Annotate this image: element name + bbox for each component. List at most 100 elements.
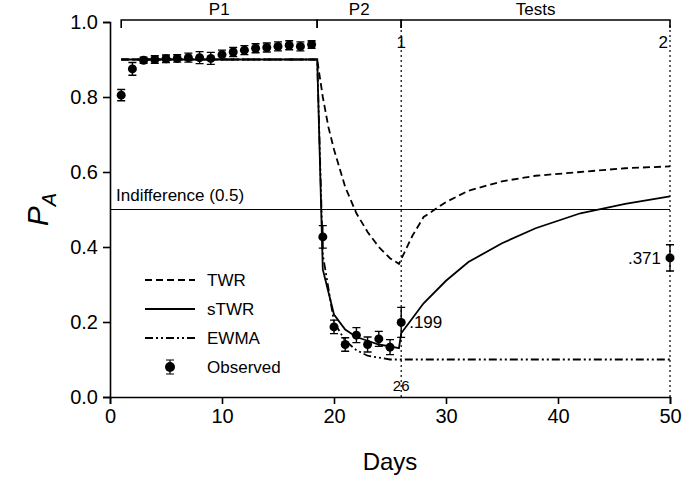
reference-label: Indifference (0.5) bbox=[116, 186, 244, 205]
phase-line bbox=[401, 20, 670, 28]
x-tick-label: 20 bbox=[323, 405, 345, 427]
data-point bbox=[206, 54, 215, 63]
y-tick-mark bbox=[103, 22, 110, 24]
error-bar bbox=[319, 226, 327, 249]
legend-item: sTWR bbox=[145, 300, 254, 319]
error-bar bbox=[263, 43, 271, 52]
data-labels: .199 .371 bbox=[409, 249, 661, 333]
data-point bbox=[307, 40, 316, 49]
data-point bbox=[162, 54, 171, 63]
y-tick: 0.0 bbox=[70, 386, 110, 408]
y-tick-mark bbox=[103, 247, 110, 249]
error-bar bbox=[117, 90, 125, 101]
data-point bbox=[363, 340, 372, 349]
legend: TWR sTWR EWMA Observed bbox=[145, 271, 281, 377]
phase-line bbox=[317, 20, 401, 28]
chart: 010203040500.00.20.40.60.81.0DaysPAIndif… bbox=[0, 0, 685, 492]
x-axis-line bbox=[111, 398, 671, 405]
reference-line bbox=[110, 209, 670, 210]
data-point bbox=[296, 42, 305, 51]
plot-area bbox=[117, 40, 675, 360]
error-bar bbox=[274, 42, 282, 51]
x-tick-label: 50 bbox=[659, 405, 681, 427]
data-label: .199 bbox=[409, 313, 442, 332]
error-bar bbox=[352, 328, 360, 343]
x-tick: 20 bbox=[323, 397, 345, 427]
phase-label: Tests bbox=[516, 0, 556, 19]
data-point bbox=[352, 331, 361, 340]
data-point bbox=[173, 54, 182, 63]
error-bar bbox=[240, 46, 248, 55]
y-axis-line bbox=[103, 23, 111, 398]
error-bar bbox=[308, 41, 316, 49]
error-bar bbox=[330, 320, 338, 334]
error-bar bbox=[397, 307, 405, 337]
error-bar bbox=[285, 41, 293, 50]
phase-label: P1 bbox=[209, 0, 230, 19]
legend-label: TWR bbox=[207, 271, 246, 290]
data-point bbox=[218, 50, 227, 59]
test-label: 1 bbox=[396, 33, 405, 52]
legend-label: sTWR bbox=[207, 300, 254, 319]
phase-line bbox=[121, 20, 317, 28]
phase-label: P2 bbox=[349, 0, 370, 19]
y-axis-title: PA bbox=[21, 193, 60, 226]
error-bar bbox=[229, 48, 237, 57]
x-tick-label: 10 bbox=[211, 405, 233, 427]
x-tick-mark bbox=[670, 397, 672, 404]
data-point bbox=[285, 41, 294, 50]
data-point bbox=[117, 91, 126, 100]
error-bar bbox=[207, 52, 215, 64]
error-bar bbox=[375, 331, 383, 346]
y-tick-label: 1.0 bbox=[70, 11, 98, 33]
phase-bracket: P1 bbox=[121, 0, 317, 28]
test-label: 2 bbox=[659, 33, 668, 52]
data-point bbox=[330, 322, 339, 331]
data-point bbox=[666, 253, 675, 262]
x-tick-label: 30 bbox=[435, 405, 457, 427]
y-tick-mark bbox=[103, 322, 110, 324]
x-axis: 01020304050 bbox=[105, 397, 682, 427]
series-line bbox=[121, 60, 670, 360]
error-bar bbox=[184, 53, 192, 62]
observed-points bbox=[117, 40, 675, 355]
x-tick: 30 bbox=[435, 397, 457, 427]
data-point bbox=[195, 53, 204, 62]
y-tick-mark bbox=[103, 172, 110, 174]
y-tick-label: 0.8 bbox=[70, 86, 98, 108]
error-bar bbox=[386, 340, 394, 355]
legend-label: EWMA bbox=[207, 329, 261, 348]
y-tick-mark bbox=[103, 97, 110, 99]
data-point bbox=[128, 64, 137, 73]
legend-swatch bbox=[165, 362, 175, 372]
phase-bracket: P2 bbox=[317, 0, 401, 28]
error-bar bbox=[151, 56, 159, 64]
data-point bbox=[251, 44, 260, 53]
y-tick-label: 0.6 bbox=[70, 161, 98, 183]
error-bar bbox=[364, 337, 372, 352]
error-bar bbox=[196, 52, 204, 64]
y-tick-mark bbox=[103, 397, 110, 399]
series-line bbox=[121, 60, 670, 264]
y-axis-title-main: P bbox=[21, 206, 54, 226]
error-bar bbox=[341, 338, 349, 352]
x-tick-mark bbox=[446, 397, 448, 404]
y-axis: 0.00.20.40.60.81.0 bbox=[70, 11, 110, 408]
y-axis-title-subscript: A bbox=[38, 193, 60, 207]
x-tick: 50 bbox=[659, 397, 681, 427]
error-bar bbox=[296, 42, 304, 51]
legend-swatch-error bbox=[166, 360, 174, 374]
y-tick: 0.6 bbox=[70, 161, 110, 183]
x-tick-mark bbox=[222, 397, 224, 404]
data-point bbox=[150, 55, 159, 64]
phase-bracket: Tests bbox=[401, 0, 670, 28]
legend-item: EWMA bbox=[145, 329, 261, 348]
data-point bbox=[274, 42, 283, 51]
x-tick-label: 0 bbox=[105, 405, 116, 427]
data-label: .371 bbox=[628, 249, 661, 268]
error-bar bbox=[162, 55, 170, 63]
y-tick: 0.4 bbox=[70, 236, 110, 258]
legend-item: TWR bbox=[145, 271, 246, 290]
legend-swatch bbox=[145, 279, 195, 281]
legend-item: Observed bbox=[165, 358, 281, 377]
